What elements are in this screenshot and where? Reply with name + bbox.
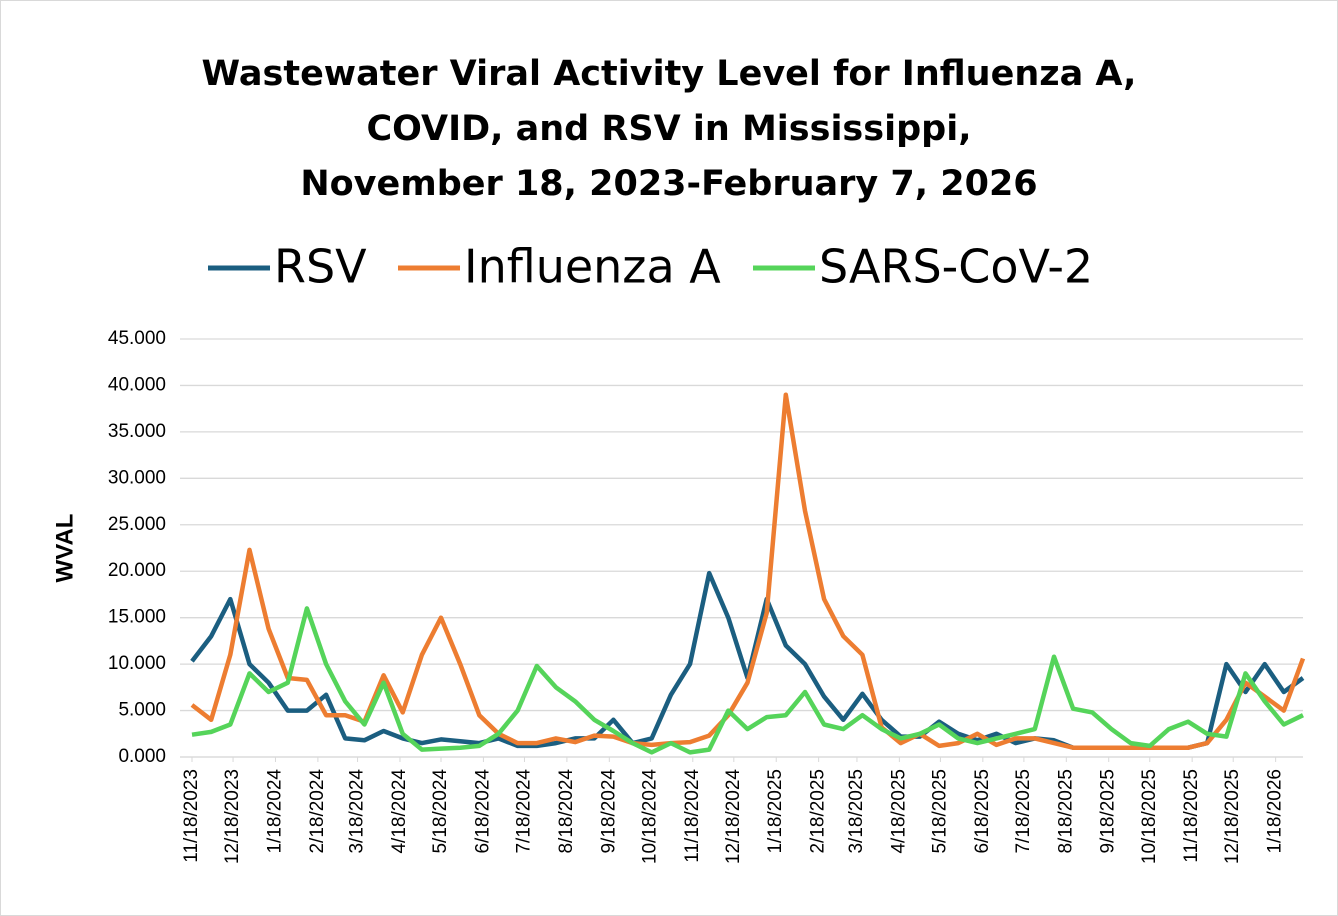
x-tick-label: 12/18/2025 xyxy=(1222,769,1243,864)
x-tick-label: 12/18/2024 xyxy=(723,769,744,865)
x-tick-label: 7/18/2025 xyxy=(1013,769,1034,854)
x-tick-label: 3/18/2024 xyxy=(347,769,368,854)
x-tick-label: 4/18/2025 xyxy=(888,769,909,854)
series-line xyxy=(191,606,1304,755)
x-tick-label: 2/18/2024 xyxy=(307,769,328,854)
x-tick-label: 1/18/2024 xyxy=(264,769,285,854)
x-tick-label: 11/18/2024 xyxy=(682,769,703,863)
x-tick-label: 10/18/2024 xyxy=(639,769,660,865)
chart-title: COVID, and RSV in Mississippi, xyxy=(367,109,972,149)
x-tick-label: 7/18/2024 xyxy=(513,769,534,854)
chart-title: November 18, 2023-February 7, 2026 xyxy=(300,164,1037,204)
x-tick-label: 8/18/2024 xyxy=(556,769,577,854)
x-tick-label: 11/18/2023 xyxy=(181,769,202,863)
x-tick-label: 2/18/2025 xyxy=(808,769,829,854)
x-tick-label: 9/18/2025 xyxy=(1098,769,1119,854)
y-tick-label: 20.000 xyxy=(108,560,166,581)
x-tick-label: 9/18/2024 xyxy=(598,769,619,854)
y-tick-label: 10.000 xyxy=(108,653,166,674)
y-tick-label: 30.000 xyxy=(108,467,166,488)
x-tick-label: 1/18/2025 xyxy=(765,769,786,854)
legend-label: SARS-CoV-2 xyxy=(819,240,1093,294)
x-tick-label: 6/18/2025 xyxy=(972,769,993,854)
x-tick-label: 5/18/2024 xyxy=(430,769,451,854)
y-tick-label: 35.000 xyxy=(108,421,166,442)
x-tick-label: 8/18/2025 xyxy=(1055,769,1076,854)
x-tick-label: 3/18/2025 xyxy=(846,769,867,854)
y-tick-label: 5.000 xyxy=(118,700,166,721)
x-tick-label: 1/18/2026 xyxy=(1265,769,1286,854)
y-tick-label: 15.000 xyxy=(108,607,166,628)
y-tick-label: 40.000 xyxy=(108,374,166,395)
x-tick-label: 12/18/2023 xyxy=(222,769,243,864)
y-tick-label: 45.000 xyxy=(108,328,166,349)
x-tick-label: 4/18/2024 xyxy=(389,769,410,854)
x-tick-label: 11/18/2025 xyxy=(1181,769,1202,863)
x-tick-label: 6/18/2024 xyxy=(472,769,493,854)
x-tick-label: 10/18/2025 xyxy=(1139,769,1160,864)
y-tick-label: 0.000 xyxy=(118,746,166,767)
chart-title: Wastewater Viral Activity Level for Infl… xyxy=(202,54,1137,94)
legend-label: RSV xyxy=(274,240,367,294)
y-tick-label: 25.000 xyxy=(108,514,166,535)
series-line xyxy=(190,392,1306,750)
y-axis-label: WVAL xyxy=(51,514,78,583)
x-tick-label: 5/18/2025 xyxy=(929,769,950,854)
legend-label: Influenza A xyxy=(464,240,721,294)
